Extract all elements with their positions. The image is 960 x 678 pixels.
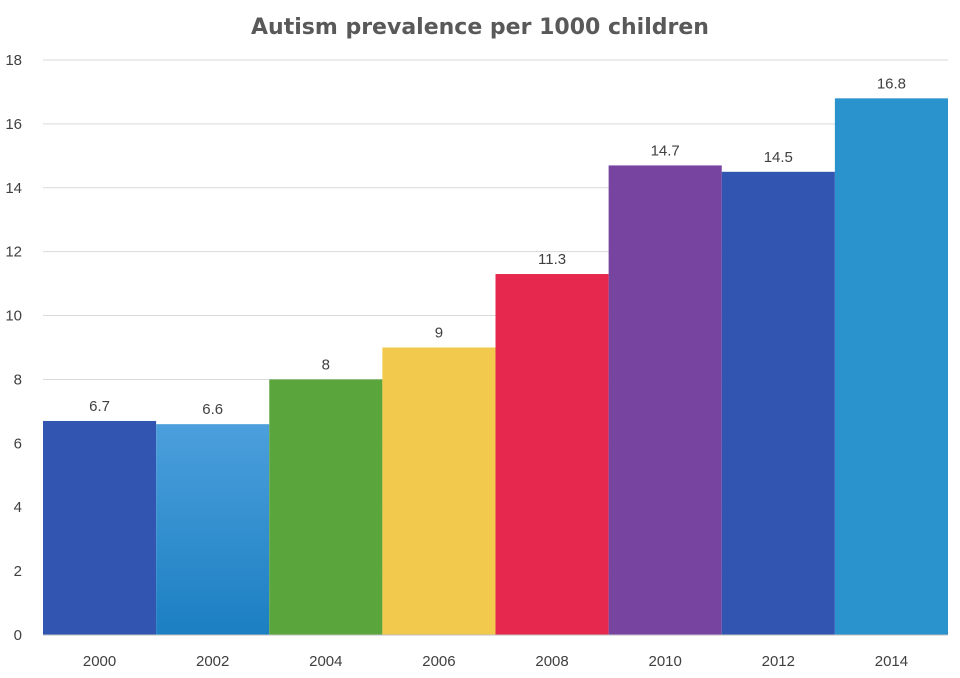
bar-2014 xyxy=(834,98,948,636)
y-tick-label: 6 xyxy=(14,435,22,452)
data-label-2004: 8 xyxy=(322,356,330,373)
x-tick-label: 2008 xyxy=(535,653,568,670)
data-label-2010: 14.7 xyxy=(651,142,680,159)
bar-2004 xyxy=(269,379,383,635)
x-tick-label: 2002 xyxy=(196,653,229,670)
data-label-2008: 11.3 xyxy=(538,251,566,268)
data-label-2012: 14.5 xyxy=(764,149,793,166)
y-tick-label: 4 xyxy=(14,499,22,516)
y-tick-label: 12 xyxy=(5,244,22,261)
x-tick-label: 2010 xyxy=(649,653,682,670)
data-label-2006: 9 xyxy=(435,325,443,342)
data-label-2002: 6.6 xyxy=(202,401,223,418)
y-tick-label: 0 xyxy=(14,627,22,644)
x-tick-label: 2004 xyxy=(309,653,342,670)
bar-2012 xyxy=(721,171,835,636)
x-tick-label: 2014 xyxy=(875,653,908,670)
y-tick-label: 2 xyxy=(14,563,22,580)
y-tick-label: 14 xyxy=(5,180,22,197)
bar-2006 xyxy=(382,347,496,635)
y-tick-label: 8 xyxy=(14,371,22,388)
y-tick-label: 16 xyxy=(5,116,22,133)
bar-2010 xyxy=(608,165,722,635)
y-tick-label: 18 xyxy=(5,52,22,69)
data-label-2014: 16.8 xyxy=(877,75,906,92)
x-tick-label: 2006 xyxy=(422,653,455,670)
y-tick-label: 10 xyxy=(5,308,22,325)
chart-title: Autism prevalence per 1000 children xyxy=(251,15,709,40)
y-axis-ticks: 0 2 4 6 8 10 12 14 16 18 xyxy=(5,52,22,644)
bars xyxy=(43,98,948,636)
bar-2000 xyxy=(43,420,157,635)
data-labels: 6.7 6.6 8 9 11.3 14.7 14.5 16.8 xyxy=(89,75,906,418)
x-tick-label: 2000 xyxy=(83,653,116,670)
bar-2002 xyxy=(156,424,270,635)
x-tick-label: 2012 xyxy=(762,653,795,670)
x-axis-ticks: 2000 2002 2004 2006 2008 2010 2012 2014 xyxy=(83,653,908,670)
data-label-2000: 6.7 xyxy=(89,398,110,415)
bar-2008 xyxy=(495,274,609,635)
